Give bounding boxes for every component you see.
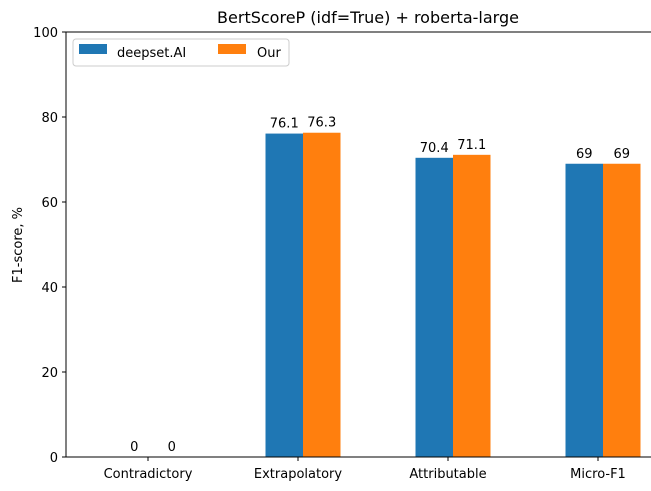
data-label-our-micro-f1: 69 (613, 147, 630, 162)
legend-label-our: Our (257, 46, 281, 61)
data-label-our-extrapolatory: 76.3 (307, 116, 336, 131)
data-label-deepset-ai-attributable: 70.4 (420, 141, 449, 156)
x-tick-label-micro-f1: Micro-F1 (570, 467, 626, 482)
x-tick-label-contradictory: Contradictory (104, 467, 193, 482)
y-axis: 0 20 40 60 80 100 (33, 26, 66, 466)
legend-swatch-our (218, 44, 246, 54)
y-axis-label: F1-score, % (11, 207, 26, 283)
y-tick-label-60: 60 (41, 196, 58, 211)
data-labels-group: 0 0 76.1 76.3 70.4 71.1 69 69 (130, 116, 630, 455)
bar-deepset-ai-attributable (415, 157, 453, 458)
bar-our-attributable (453, 154, 491, 457)
bars-group (265, 132, 641, 458)
bar-our-extrapolatory (303, 132, 341, 457)
plot-frame (65, 31, 651, 458)
x-tick-label-attributable: Attributable (409, 467, 486, 482)
y-tick-label-100: 100 (33, 26, 58, 41)
bar-deepset-ai-micro-f1 (565, 163, 603, 457)
bar-deepset-ai-extrapolatory (265, 133, 303, 457)
bar-our-micro-f1 (603, 163, 641, 457)
data-label-our-contradictory: 0 (168, 440, 176, 455)
data-label-deepset-ai-extrapolatory: 76.1 (270, 117, 299, 132)
y-tick-label-20: 20 (41, 366, 58, 381)
legend-swatch-deepset (79, 44, 107, 54)
chart-title: BertScoreP (idf=True) + roberta-large (217, 8, 519, 27)
legend-label-deepset: deepset.AI (117, 46, 186, 61)
y-tick-label-0: 0 (50, 451, 58, 466)
x-axis: Contradictory Extrapolatory Attributable Mi… (104, 457, 626, 482)
data-label-our-attributable: 71.1 (457, 138, 486, 153)
data-label-deepset-ai-micro-f1: 69 (576, 147, 593, 162)
y-tick-label-80: 80 (41, 111, 58, 126)
legend: deepset.AI Our (72, 38, 290, 67)
x-tick-label-extrapolatory: Extrapolatory (254, 467, 342, 482)
data-label-deepset-ai-contradictory: 0 (130, 440, 138, 455)
y-tick-label-40: 40 (41, 281, 58, 296)
